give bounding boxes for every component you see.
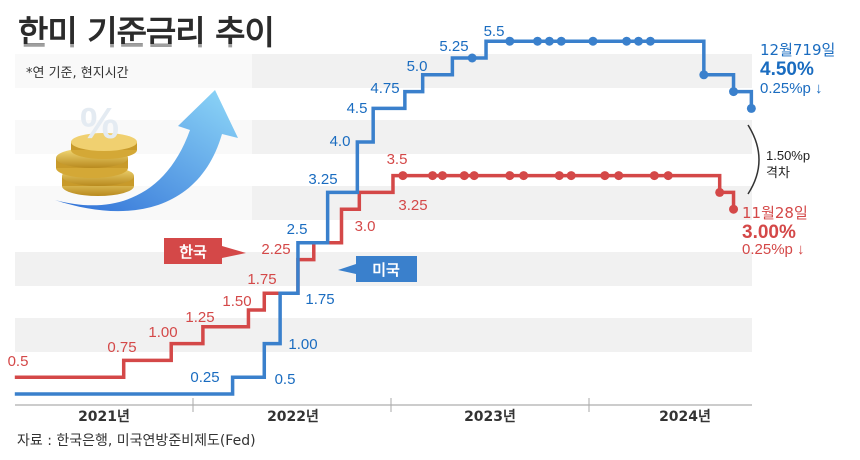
us-legend-label: 미국 [372,261,400,279]
us-rate-label: 0.25 [190,369,219,386]
korea-annotation-date: 11월28일 [742,204,808,222]
korea-rate-marker [469,171,479,181]
source-note: 자료 : 한국은행, 미국연방준비제도(Fed) [17,433,256,449]
korea-rate-label: 3.5 [387,151,408,168]
korea-rate-marker [729,204,739,214]
us-legend-pointer [338,264,356,274]
korea-rate-label: 0.75 [107,339,136,356]
us-rate-marker [533,36,543,46]
illustration: % [10,44,252,236]
us-annotation-change: 0.25%p ↓ [760,80,823,97]
x-axis: 2021년 2022년 2023년 2024년 [15,398,752,425]
percent-icon: % [80,99,119,148]
korea-annotation-change: 0.25%p ↓ [742,241,805,258]
x-tick-label: 2023년 [464,409,516,425]
korea-rate-label: 1.25 [185,309,214,326]
us-rate-label: 5.5 [484,23,505,40]
korea-rate-marker [663,171,673,181]
us-annotation-rate: 4.50% [760,59,814,80]
korea-rate-label: 3.0 [355,218,376,235]
x-tick-label: 2022년 [267,409,319,425]
us-rate-label: 4.75 [370,80,399,97]
coin-stack-icon [56,133,137,196]
korea-rate-marker [614,171,624,181]
us-rate-label: 5.25 [439,38,468,55]
korea-rate-marker [649,171,659,181]
korea-rate-marker [505,171,515,181]
us-rate-marker [729,87,739,97]
korea-rate-marker [428,171,438,181]
us-rate-label: 4.5 [347,100,368,117]
us-rate-marker [746,103,756,113]
korea-rate-label: 3.25 [398,197,427,214]
korea-legend-pointer [222,246,246,258]
korea-rate-marker [459,171,469,181]
data-labels: 0.5 0.75 1.00 1.25 1.50 1.75 2.25 3.0 3.25 3.5 0.2… [8,23,505,388]
korea-rate-label: 1.00 [148,324,177,341]
us-rate-label: 0.5 [275,371,296,388]
us-rate-label: 2.5 [287,221,308,238]
korea-rate-label: 0.5 [8,353,29,370]
us-rate-marker [467,53,477,63]
korea-rate-label: 1.50 [222,293,251,310]
us-rate-label: 1.75 [305,291,334,308]
us-rate-marker [544,36,554,46]
gap-bracket [747,124,760,195]
korea-rate-marker [519,171,529,181]
korea-rate-marker [398,171,408,181]
us-rate-label: 1.00 [288,336,317,353]
us-rate-marker [556,36,566,46]
korea-annotation-rate: 3.00% [742,222,796,243]
grid-band [15,318,752,352]
us-rate-label: 5.0 [407,58,428,75]
korea-rate-marker [600,171,610,181]
us-rate-label: 3.25 [308,171,337,188]
korea-rate-marker [437,171,447,181]
us-rate-marker [588,36,598,46]
gap-label: 격차 [766,166,790,181]
us-rate-marker [645,36,655,46]
x-tick-label: 2021년 [78,409,130,425]
korea-legend-box [164,238,222,264]
unit-note: *연 기준, 현지시간 [26,66,129,81]
us-rate-line [14,39,754,396]
us-legend-box [356,256,417,282]
us-annotation-date: 12월719일 [760,41,835,59]
x-tick-label: 2024년 [659,409,711,425]
up-arrow-icon [55,90,238,212]
korea-legend-label: 한국 [179,243,207,261]
korea-rate-marker [554,171,564,181]
korea-rate-marker [715,187,725,197]
korea-rate-marker [566,171,576,181]
korea-rate-label: 2.25 [261,241,290,258]
us-rate-marker [622,36,632,46]
us-rate-label: 4.0 [330,133,351,150]
us-rate-marker [634,36,643,46]
korea-rate-label: 1.75 [247,271,276,288]
gap-value: 1.50%p [766,148,810,163]
us-rate-marker [699,70,709,80]
series-lines [14,36,756,396]
us-rate-marker [505,36,515,46]
